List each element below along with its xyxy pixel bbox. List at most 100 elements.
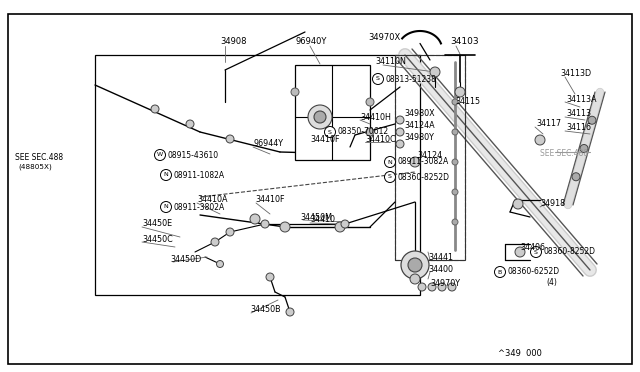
Circle shape bbox=[366, 98, 374, 106]
Text: B: B bbox=[498, 269, 502, 275]
Text: 34970X: 34970X bbox=[368, 32, 400, 42]
Circle shape bbox=[418, 283, 426, 291]
Circle shape bbox=[448, 283, 456, 291]
Bar bbox=[395, 55, 465, 260]
Circle shape bbox=[410, 274, 420, 284]
Circle shape bbox=[452, 159, 458, 165]
Text: 08313-51238: 08313-51238 bbox=[386, 74, 437, 83]
Text: 34970Y: 34970Y bbox=[430, 279, 460, 289]
Text: 34113: 34113 bbox=[566, 109, 591, 119]
Text: (48805X): (48805X) bbox=[18, 164, 52, 170]
Circle shape bbox=[161, 202, 172, 212]
Circle shape bbox=[396, 116, 404, 124]
Text: 34113A: 34113A bbox=[566, 94, 596, 103]
Circle shape bbox=[430, 67, 440, 77]
Circle shape bbox=[286, 308, 294, 316]
Text: 34124A: 34124A bbox=[404, 122, 435, 131]
Text: 34410F: 34410F bbox=[255, 196, 285, 205]
Text: 08360-6252D: 08360-6252D bbox=[508, 267, 560, 276]
Text: 34410F: 34410F bbox=[310, 135, 339, 144]
Text: 34450B: 34450B bbox=[250, 305, 280, 314]
Circle shape bbox=[515, 247, 525, 257]
Text: 34450D: 34450D bbox=[170, 254, 201, 263]
Text: 96940Y: 96940Y bbox=[295, 38, 326, 46]
Circle shape bbox=[372, 74, 383, 84]
Circle shape bbox=[335, 222, 345, 232]
Text: 34410A: 34410A bbox=[197, 196, 227, 205]
Text: 34410C: 34410C bbox=[365, 135, 396, 144]
Text: 96944Y: 96944Y bbox=[253, 140, 283, 148]
Circle shape bbox=[211, 238, 219, 246]
Text: 34116: 34116 bbox=[566, 124, 591, 132]
Circle shape bbox=[535, 135, 545, 145]
Text: 34400: 34400 bbox=[428, 264, 453, 273]
Text: 34918: 34918 bbox=[540, 199, 565, 208]
Circle shape bbox=[438, 283, 446, 291]
Text: N: N bbox=[164, 205, 168, 209]
Text: 34450M: 34450M bbox=[300, 212, 332, 221]
Bar bbox=[95, 55, 420, 295]
Text: 34908: 34908 bbox=[220, 38, 246, 46]
Text: 34980Y: 34980Y bbox=[404, 134, 434, 142]
Text: S: S bbox=[376, 77, 380, 81]
Circle shape bbox=[495, 266, 506, 278]
Circle shape bbox=[428, 283, 436, 291]
Circle shape bbox=[151, 105, 159, 113]
Text: 34410: 34410 bbox=[310, 215, 335, 224]
Text: 08915-43610: 08915-43610 bbox=[168, 151, 219, 160]
Text: 08360-8252D: 08360-8252D bbox=[544, 247, 596, 257]
Circle shape bbox=[408, 258, 422, 272]
Text: W: W bbox=[157, 153, 163, 157]
Circle shape bbox=[396, 128, 404, 136]
Text: SEE SEC.488: SEE SEC.488 bbox=[540, 150, 588, 158]
Text: 08911-1082A: 08911-1082A bbox=[174, 170, 225, 180]
Text: 34124: 34124 bbox=[417, 151, 442, 160]
Text: 08360-8252D: 08360-8252D bbox=[398, 173, 450, 182]
Text: 34113D: 34113D bbox=[560, 70, 591, 78]
Text: 34450C: 34450C bbox=[142, 234, 173, 244]
Text: 08911-3802A: 08911-3802A bbox=[174, 202, 225, 212]
Circle shape bbox=[410, 157, 420, 167]
Circle shape bbox=[455, 87, 465, 97]
Circle shape bbox=[250, 214, 260, 224]
Text: 34410H: 34410H bbox=[360, 112, 391, 122]
Circle shape bbox=[452, 129, 458, 135]
Circle shape bbox=[572, 173, 580, 181]
Circle shape bbox=[324, 126, 335, 138]
Text: S: S bbox=[388, 174, 392, 180]
Circle shape bbox=[452, 189, 458, 195]
Circle shape bbox=[308, 105, 332, 129]
Circle shape bbox=[314, 111, 326, 123]
Circle shape bbox=[396, 140, 404, 148]
Circle shape bbox=[186, 120, 194, 128]
Text: 08350-70612: 08350-70612 bbox=[338, 128, 389, 137]
Circle shape bbox=[385, 157, 396, 167]
Circle shape bbox=[366, 128, 374, 136]
Text: 34110N: 34110N bbox=[375, 58, 406, 67]
Circle shape bbox=[226, 135, 234, 143]
Circle shape bbox=[154, 150, 166, 160]
Circle shape bbox=[261, 220, 269, 228]
Circle shape bbox=[280, 222, 290, 232]
Circle shape bbox=[226, 228, 234, 236]
Text: SEE SEC.488: SEE SEC.488 bbox=[15, 153, 63, 161]
Text: 34450E: 34450E bbox=[142, 219, 172, 228]
Circle shape bbox=[513, 199, 523, 209]
Circle shape bbox=[401, 251, 429, 279]
Text: S: S bbox=[534, 250, 538, 254]
Text: 34103: 34103 bbox=[450, 38, 479, 46]
Text: 34980X: 34980X bbox=[404, 109, 435, 119]
Text: 34115: 34115 bbox=[455, 97, 480, 106]
Circle shape bbox=[266, 273, 274, 281]
Bar bbox=[395, 55, 465, 260]
Text: (4): (4) bbox=[546, 278, 557, 286]
Text: N: N bbox=[388, 160, 392, 164]
Text: ^349  000: ^349 000 bbox=[498, 350, 542, 359]
Circle shape bbox=[385, 171, 396, 183]
Text: S: S bbox=[328, 129, 332, 135]
Circle shape bbox=[341, 220, 349, 228]
Circle shape bbox=[291, 88, 299, 96]
Text: N: N bbox=[164, 173, 168, 177]
Circle shape bbox=[531, 247, 541, 257]
Circle shape bbox=[580, 144, 588, 153]
